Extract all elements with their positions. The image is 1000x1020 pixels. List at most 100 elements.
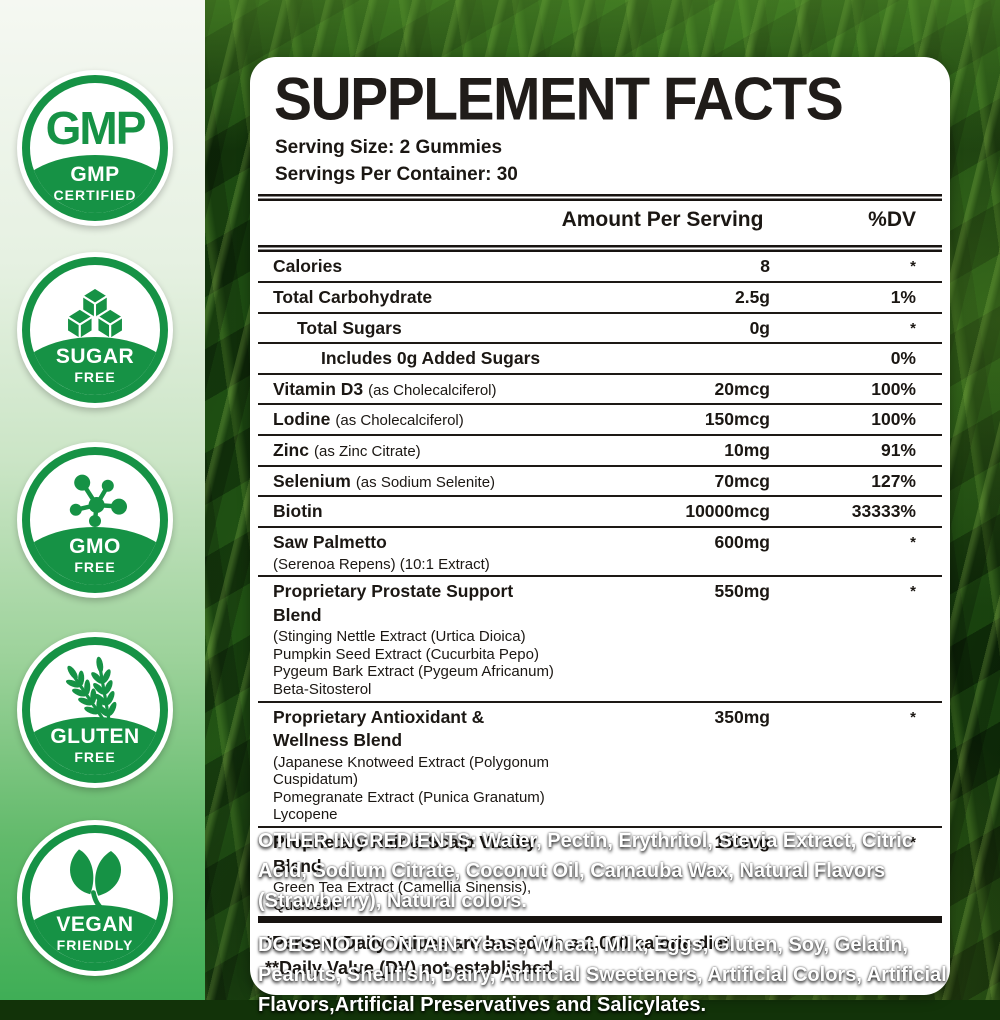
- badge-line1: SUGAR: [55, 345, 135, 368]
- bottom-paragraphs: OTHER INGREDIENTS: Water, Pectin, Erythr…: [258, 826, 955, 1020]
- nutrient-detail: (as Cholecalciferol): [335, 412, 464, 430]
- panel-title: SUPPLEMENT FACTS: [274, 65, 844, 133]
- nutrient-dv: *: [910, 258, 916, 276]
- nutrient-amount: 70mcg: [714, 470, 770, 491]
- other-ingredients: OTHER INGREDIENTS: Water, Pectin, Erythr…: [258, 826, 955, 916]
- table-row: Proprietary Prostate Support Blend (Stin…: [258, 577, 942, 703]
- nutrient-dv: *: [910, 708, 916, 726]
- badge-gmp-certified: GMP GMP CERTIFIED: [17, 70, 173, 226]
- nutrient-amount: 550mg: [714, 581, 770, 602]
- nutrient-name: Lodine: [273, 409, 331, 430]
- divider-thick: [258, 245, 942, 253]
- nutrient-detail: (as Zinc Citrate): [313, 443, 421, 461]
- badge-sidebar: GMP GMP CERTIFIED SUGAR FREE: [0, 0, 205, 1000]
- nutrient-name: Vitamin D3: [273, 378, 364, 399]
- badge-wave: VEGAN FRIENDLY: [30, 905, 160, 963]
- badge-line2: FREE: [74, 558, 116, 575]
- other-ingredients-label: OTHER INGREDIENTS:: [258, 830, 477, 852]
- badge-line2: FREE: [74, 748, 116, 765]
- nutrient-dv: 0%: [890, 348, 916, 369]
- badge-text-icon: GMP: [45, 102, 147, 154]
- nutrient-name: Total Carbohydrate: [273, 286, 433, 307]
- badge-wave: SUGAR FREE: [30, 337, 160, 395]
- badge-line2: FREE: [74, 368, 116, 385]
- nutrient-name: Proprietary Prostate Support Blend: [273, 581, 514, 625]
- table-row: Saw Palmetto (Serenoa Repens) (10:1 Extr…: [258, 528, 942, 578]
- nutrient-amount: 0g: [749, 317, 770, 338]
- nutrient-amount: 2.5g: [734, 286, 770, 307]
- nutrient-sublines: Green Tea Extract (Camellia Sinensis), Q…: [273, 879, 532, 914]
- nutrient-detail: (as Sodium Selenite): [355, 473, 496, 491]
- table-row: Total Sugars 0g *: [258, 314, 942, 345]
- badge-line1: GMP: [70, 163, 120, 186]
- nutrient-amount: 150mcg: [704, 409, 770, 430]
- nutrient-dv: 100%: [871, 409, 916, 430]
- table-row: Proprietary Antioxidant & Wellness Blend…: [258, 703, 942, 828]
- nutrient-amount: 10000mcg: [685, 501, 770, 522]
- column-header-amount: Amount Per Serving: [561, 208, 764, 232]
- badge-gluten-free: GLUTEN FREE: [17, 632, 173, 788]
- table-row: Vitamin D3 (as Cholecalciferol) 20mcg 100…: [258, 375, 942, 406]
- badge-wave: GMO FREE: [30, 527, 160, 585]
- nutrient-dv: *: [910, 583, 916, 601]
- badge-line2: FRIENDLY: [56, 936, 134, 953]
- does-not-contain: DOES NOT CONTAIN: Yeast, Wheat, Milk, Eg…: [258, 930, 955, 1020]
- nutrient-dv: 100%: [871, 378, 916, 399]
- badge-line1: VEGAN: [56, 913, 134, 936]
- table-header: Amount Per Serving %DV: [258, 201, 942, 239]
- badge-line2: CERTIFIED: [53, 186, 137, 203]
- nutrient-amount: 600mg: [714, 531, 770, 552]
- servings-per-container: Servings Per Container: 30: [275, 163, 518, 185]
- table-row: Zinc (as Zinc Citrate) 10mg 91%: [258, 436, 942, 467]
- nutrient-dv: *: [910, 319, 916, 337]
- nutrient-name: Calories: [273, 256, 343, 277]
- does-not-contain-label: DOES NOT CONTAIN:: [258, 934, 465, 956]
- nutrient-dv: 33333%: [851, 501, 916, 522]
- nutrient-name: Zinc: [273, 440, 309, 461]
- supplement-facts-panel: SUPPLEMENT FACTS Serving Size: 2 Gummies…: [250, 57, 950, 995]
- nutrient-amount: 8: [760, 256, 770, 277]
- nutrient-table: Calories 8 * Total Carbohydrate 2.5g 1% …: [250, 252, 950, 916]
- nutrient-name: Includes 0g Added Sugars: [321, 348, 541, 369]
- nutrient-dv: 127%: [871, 470, 916, 491]
- table-row: Includes 0g Added Sugars 0%: [258, 344, 942, 375]
- badge-gmo-free: GMO FREE: [17, 442, 173, 598]
- nutrient-name: Proprietary Hair & Scalp Vitality Blend: [273, 832, 537, 876]
- nutrient-dv: 1%: [890, 286, 916, 307]
- footnotes: *Percent Daily Values are based on a 2,0…: [258, 930, 942, 985]
- nutrient-name: Selenium: [273, 470, 351, 491]
- column-header-dv: %DV: [868, 208, 916, 232]
- divider-footnote: [258, 916, 942, 924]
- nutrient-name: Biotin: [273, 501, 323, 522]
- badge-vegan-friendly: VEGAN FRIENDLY: [17, 820, 173, 976]
- table-row: Total Carbohydrate 2.5g 1%: [258, 283, 942, 314]
- nutrient-dv: *: [910, 533, 916, 551]
- nutrient-amount: 350mg: [714, 706, 770, 727]
- nutrient-sublines: (Japanese Knotweed Extract (Polygonum Cu…: [273, 753, 549, 824]
- footnote-line: *Percent Daily Values are based on a 2,0…: [265, 933, 735, 954]
- nutrient-amount: 10mg: [724, 440, 770, 461]
- badge-line1: GLUTEN: [50, 725, 140, 748]
- nutrient-name: Total Sugars: [297, 317, 402, 338]
- table-row: Calories 8 *: [258, 252, 942, 283]
- table-row: Proprietary Hair & Scalp Vitality Blend …: [258, 828, 942, 916]
- badge-wave: GLUTEN FREE: [30, 717, 160, 775]
- nutrient-amount: 20mcg: [714, 378, 770, 399]
- nutrient-dv: *: [910, 834, 916, 851]
- table-row: Lodine (as Cholecalciferol) 150mcg 100%: [258, 405, 942, 437]
- nutrient-name: Saw Palmetto: [273, 531, 387, 552]
- serving-size: Serving Size: 2 Gummies: [275, 137, 503, 159]
- divider-thick: [258, 194, 942, 202]
- nutrient-dv: 91%: [880, 440, 916, 461]
- nutrient-sublines: (Serenoa Repens) (10:1 Extract): [273, 555, 490, 573]
- badge-sugar-free: SUGAR FREE: [17, 252, 173, 408]
- nutrient-detail: (as Cholecalciferol): [368, 381, 497, 399]
- table-row: Selenium (as Sodium Selenite) 70mcg 127%: [258, 467, 942, 498]
- nutrient-amount: 150mg: [714, 832, 770, 852]
- table-row: Biotin 10000mcg 33333%: [258, 497, 942, 528]
- other-ingredients-text: Water, Pectin, Erythritol, Stevia Extrac…: [258, 830, 913, 912]
- badge-wave: GMP CERTIFIED: [30, 155, 160, 213]
- badge-line1: GMO: [69, 535, 121, 558]
- nutrient-name: Proprietary Antioxidant & Wellness Blend: [273, 706, 485, 751]
- footnote-line: **Daily Value (DV) not established.: [265, 958, 559, 979]
